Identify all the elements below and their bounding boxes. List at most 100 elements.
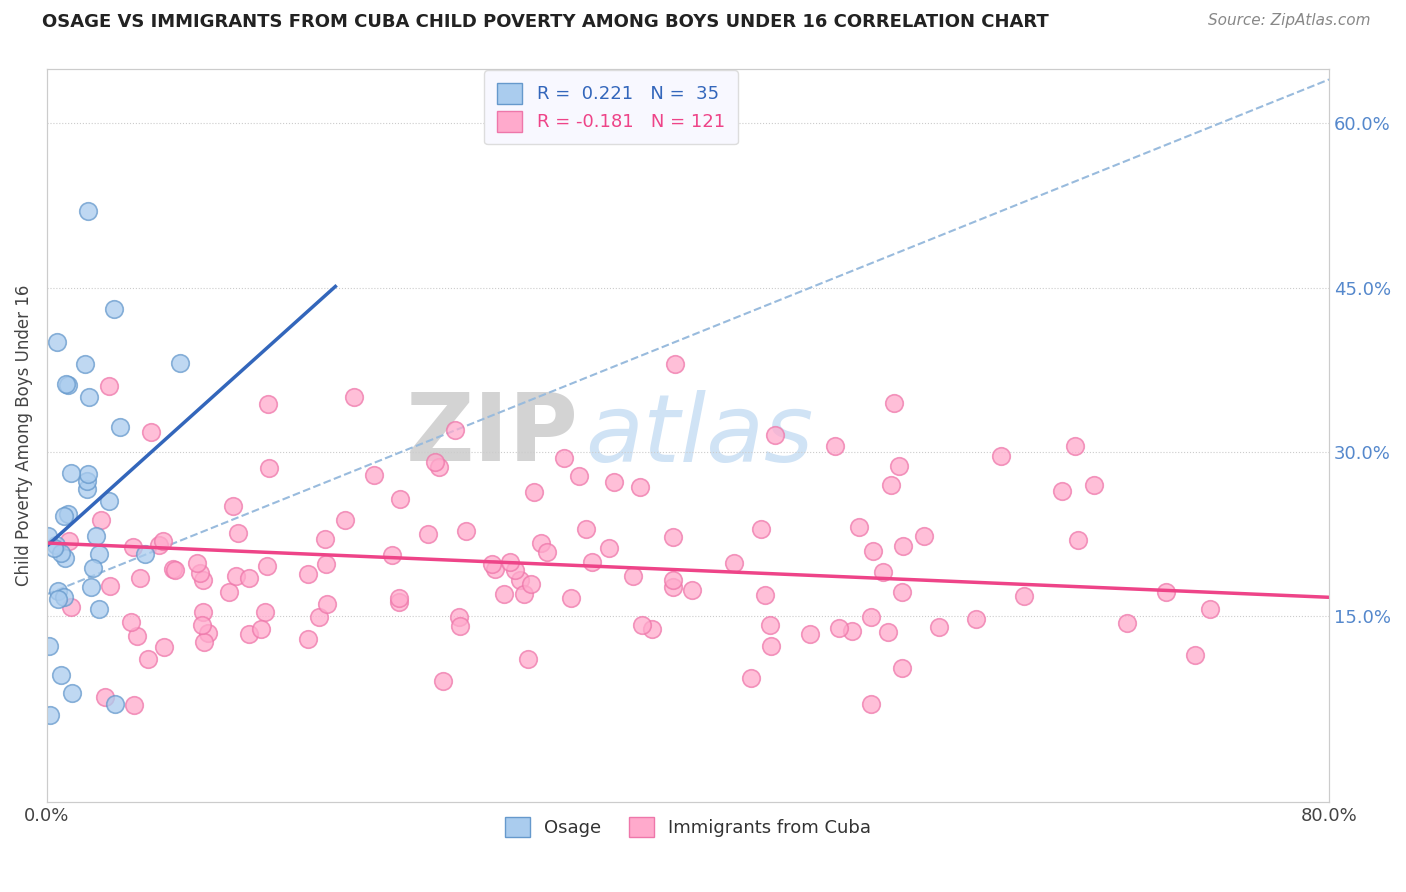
Point: [723, 556, 745, 570]
Point: [509, 573, 531, 587]
Point: [859, 698, 882, 712]
Point: [381, 548, 404, 562]
Point: [759, 639, 782, 653]
Point: [250, 622, 273, 636]
Point: [122, 540, 145, 554]
Point: [429, 459, 451, 474]
Point: [751, 522, 773, 536]
Point: [218, 584, 240, 599]
Point: [315, 597, 337, 611]
Point: [238, 626, 260, 640]
Point: [990, 450, 1012, 464]
Point: [343, 390, 366, 404]
Point: [60, 686, 83, 700]
Point: [876, 624, 898, 639]
Point: [883, 396, 905, 410]
Point: [1184, 648, 1206, 663]
Point: [89, 602, 111, 616]
Point: [416, 527, 439, 541]
Point: [191, 617, 214, 632]
Point: [449, 610, 471, 624]
Point: [82, 561, 104, 575]
Point: [314, 532, 336, 546]
Point: [859, 609, 882, 624]
Point: [193, 573, 215, 587]
Point: [45, 538, 67, 552]
Point: [891, 585, 914, 599]
Point: [628, 480, 651, 494]
Point: [152, 533, 174, 548]
Point: [662, 581, 685, 595]
Point: [103, 302, 125, 317]
Point: [662, 530, 685, 544]
Point: [492, 587, 515, 601]
Point: [481, 558, 503, 572]
Point: [641, 622, 664, 636]
Point: [84, 529, 107, 543]
Point: [388, 595, 411, 609]
Point: [125, 629, 148, 643]
Point: [46, 592, 69, 607]
Point: [76, 474, 98, 488]
Point: [575, 522, 598, 536]
Point: [134, 547, 156, 561]
Point: [169, 356, 191, 370]
Point: [97, 494, 120, 508]
Point: [38, 640, 60, 654]
Point: [152, 640, 174, 654]
Point: [297, 632, 319, 646]
Point: [77, 467, 100, 481]
Point: [530, 536, 553, 550]
Point: [763, 427, 786, 442]
Point: [73, 357, 96, 371]
Point: [740, 671, 762, 685]
Text: OSAGE VS IMMIGRANTS FROM CUBA CHILD POVERTY AMONG BOYS UNDER 16 CORRELATION CHAR: OSAGE VS IMMIGRANTS FROM CUBA CHILD POVE…: [42, 13, 1049, 31]
Point: [45, 334, 67, 349]
Point: [520, 576, 543, 591]
Point: [388, 591, 411, 605]
Point: [58, 533, 80, 548]
Point: [553, 451, 575, 466]
Point: [59, 466, 82, 480]
Point: [37, 529, 59, 543]
Point: [162, 562, 184, 576]
Point: [315, 558, 337, 572]
Point: [388, 491, 411, 506]
Point: [880, 478, 903, 492]
Point: [90, 513, 112, 527]
Point: [449, 619, 471, 633]
Point: [49, 667, 72, 681]
Point: [893, 539, 915, 553]
Point: [55, 376, 77, 391]
Point: [333, 513, 356, 527]
Point: [423, 455, 446, 469]
Point: [138, 652, 160, 666]
Point: [516, 652, 538, 666]
Point: [98, 579, 121, 593]
Point: [513, 587, 536, 601]
Point: [912, 529, 935, 543]
Point: [188, 566, 211, 580]
Point: [621, 569, 644, 583]
Point: [631, 618, 654, 632]
Point: [887, 458, 910, 473]
Point: [254, 605, 277, 619]
Point: [256, 559, 278, 574]
Point: [454, 524, 477, 538]
Point: [94, 690, 117, 705]
Point: [1067, 533, 1090, 548]
Point: [308, 610, 330, 624]
Point: [848, 520, 870, 534]
Point: [42, 541, 65, 556]
Point: [759, 617, 782, 632]
Point: [363, 467, 385, 482]
Point: [129, 571, 152, 585]
Point: [165, 563, 187, 577]
Point: [53, 508, 76, 523]
Point: [1199, 601, 1222, 615]
Text: ZIP: ZIP: [406, 390, 579, 482]
Point: [197, 626, 219, 640]
Point: [103, 697, 125, 711]
Point: [122, 698, 145, 712]
Point: [536, 545, 558, 559]
